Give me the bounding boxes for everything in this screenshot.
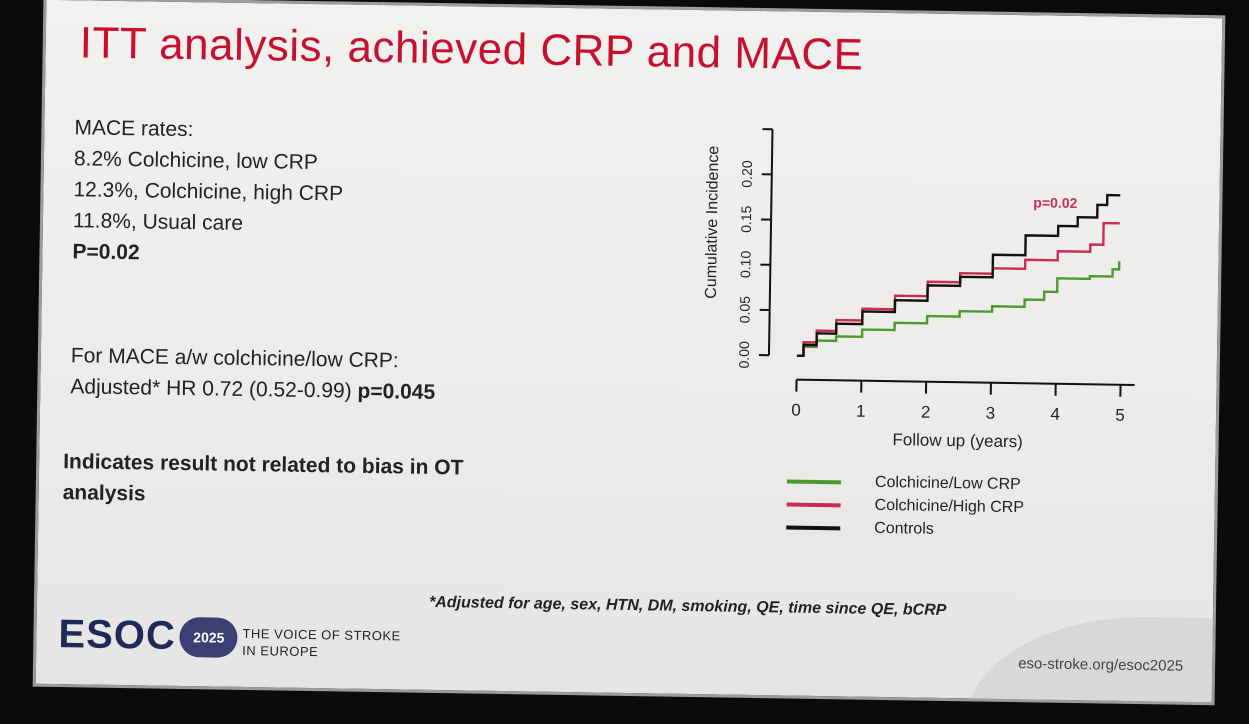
footnote: *Adjusted for age, sex, HTN, DM, smoking… xyxy=(428,593,947,620)
hr-value: Adjusted* HR 0.72 (0.52-0.99) xyxy=(70,375,358,403)
legend-swatch-low-crp xyxy=(786,478,842,484)
chart-axes: 0.00 0.05 0.10 0.15 0.20 0 1 2 3 4 5 xyxy=(736,128,1135,425)
chart-series xyxy=(796,193,1121,357)
legend-swatch-controls xyxy=(786,524,841,530)
p-value-annotation: p=0.02 xyxy=(1033,194,1077,211)
legend-item-controls: Controls xyxy=(786,515,1024,542)
conference-url[interactable]: eso-stroke.org/esoc2025 xyxy=(1018,655,1184,675)
y-tick-label: 0.05 xyxy=(736,296,752,324)
slide-title: ITT analysis, achieved CRP and MACE xyxy=(79,18,864,80)
x-tick-label: 5 xyxy=(1115,406,1125,425)
chart-legend: Colchicine/Low CRP Colchicine/High CRP C… xyxy=(786,469,1024,542)
y-tick-label: 0.20 xyxy=(739,160,755,188)
legend-label: Controls xyxy=(874,519,934,538)
mace-rate-line: 11.8%, Usual care xyxy=(72,209,244,235)
y-axis-line xyxy=(767,129,774,356)
y-tick-label: 0.00 xyxy=(736,341,752,369)
x-tick-label: 3 xyxy=(986,404,996,423)
legend-swatch-high-crp xyxy=(786,501,841,507)
y-tick-label: 0.15 xyxy=(738,205,754,233)
hr-line-2: Adjusted* HR 0.72 (0.52-0.99) p=0.045 xyxy=(70,371,435,408)
y-axis-label: Cumulative Incidence xyxy=(703,146,722,299)
y-tick-label: 0.10 xyxy=(737,250,753,278)
mace-rate-line: 8.2% Colchicine, low CRP xyxy=(73,147,319,175)
legend-label: Colchicine/Low CRP xyxy=(874,473,1021,493)
mace-rate-line: 12.3%, Colchicine, high CRP xyxy=(73,178,344,206)
legend-label: Colchicine/High CRP xyxy=(874,496,1025,516)
series-line-low-crp xyxy=(796,261,1121,357)
mace-rates-block: MACE rates: 8.2% Colchicine, low CRP 12.… xyxy=(72,112,344,271)
slide: ITT analysis, achieved CRP and MACE MACE… xyxy=(32,0,1226,706)
tagline-line: IN EUROPE xyxy=(242,642,319,660)
esoc-year-badge: 2025 xyxy=(179,616,239,658)
x-axis-label: Follow up (years) xyxy=(892,430,1023,451)
x-tick-label: 2 xyxy=(921,403,931,422)
hr-p-value: p=0.045 xyxy=(357,379,436,404)
conclusion-text: Indicates result not related to bias in … xyxy=(62,450,464,506)
cumulative-incidence-chart: 0.00 0.05 0.10 0.15 0.20 0 1 2 3 4 5 Cumulative In… xyxy=(703,128,1135,451)
esoc-logo-text: ESOC xyxy=(58,612,177,658)
x-axis-line xyxy=(796,378,1135,386)
x-tick-label: 0 xyxy=(791,401,801,420)
tagline: THE VOICE OF STROKE IN EUROPE xyxy=(242,625,401,661)
series-line-controls xyxy=(796,193,1121,357)
hazard-ratio-block: For MACE a/w colchicine/low CRP: Adjuste… xyxy=(70,340,436,408)
x-tick-label: 4 xyxy=(1050,405,1060,424)
x-tick-label: 1 xyxy=(856,402,866,421)
mace-rates-heading: MACE rates: xyxy=(74,116,194,142)
esoc-logo: ESOC 2025 xyxy=(58,612,239,660)
mace-p-value: P=0.02 xyxy=(72,240,140,265)
series-line-high-crp xyxy=(796,221,1120,357)
